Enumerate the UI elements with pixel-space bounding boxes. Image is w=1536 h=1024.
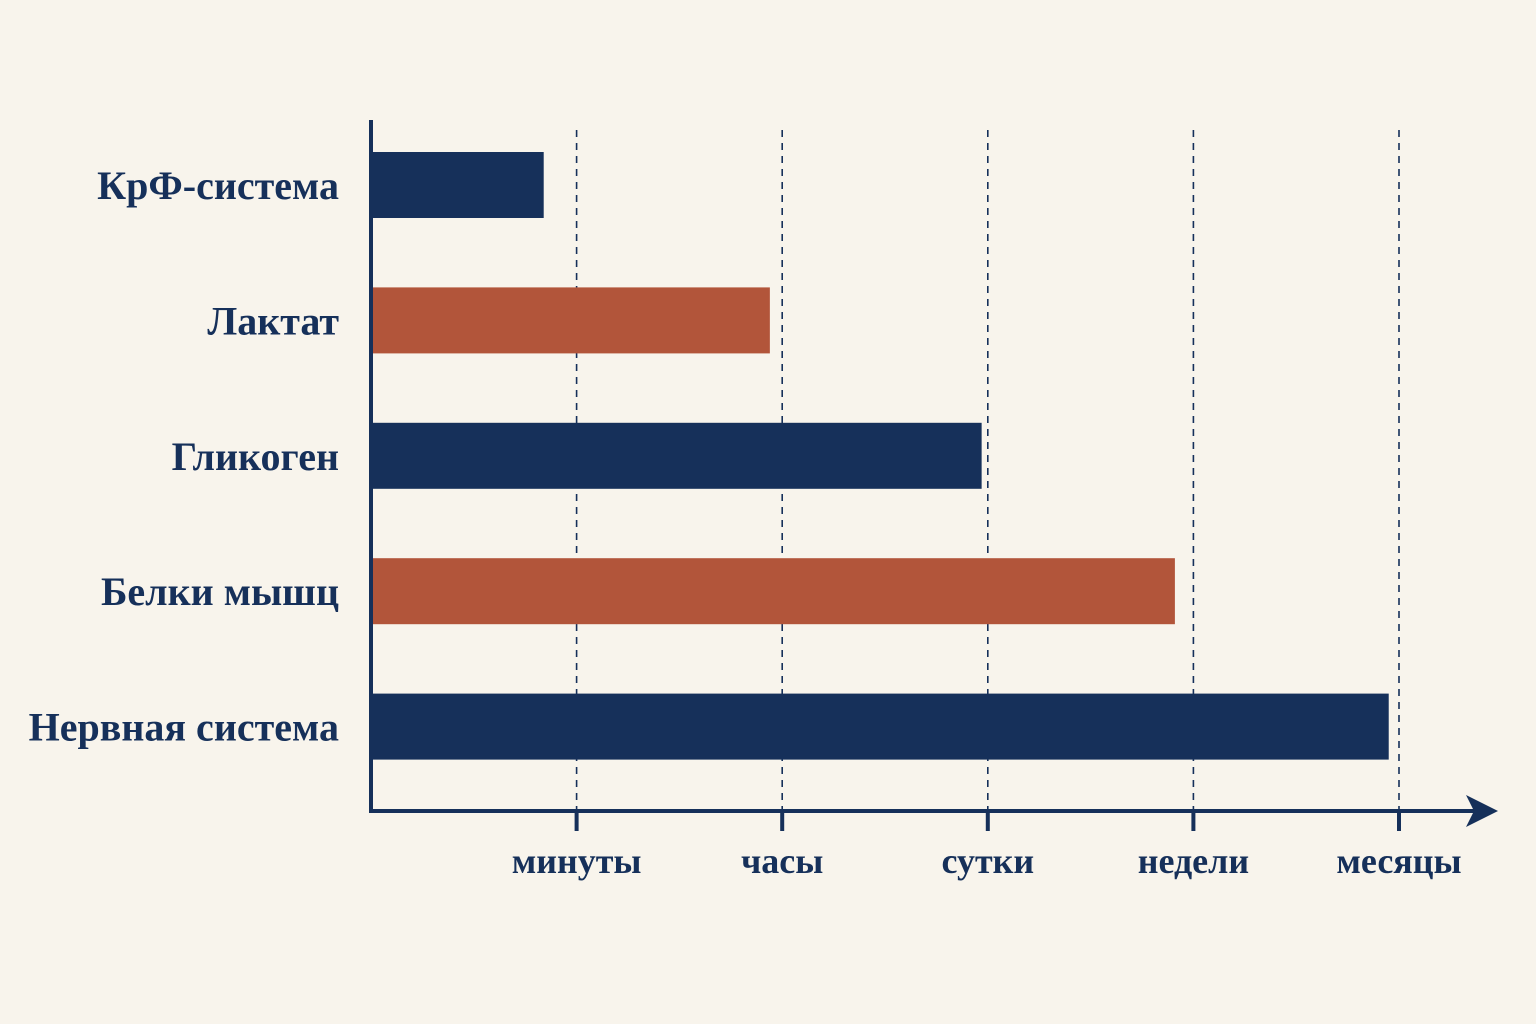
axes xyxy=(369,120,1498,827)
x-tick-label: сутки xyxy=(941,841,1034,881)
category-label: Лактат xyxy=(207,298,339,343)
bar xyxy=(371,152,544,218)
x-tick-label: часы xyxy=(741,841,823,881)
x-tick-label: недели xyxy=(1138,841,1249,881)
bar xyxy=(371,287,770,354)
category-label: Нервная система xyxy=(29,705,339,750)
x-tick-label: месяцы xyxy=(1336,841,1461,881)
bar xyxy=(371,693,1389,760)
category-label: Гликоген xyxy=(172,434,339,479)
bar xyxy=(371,558,1175,625)
x-tick-label: минуты xyxy=(512,841,642,881)
category-label: КрФ-система xyxy=(97,163,339,208)
x-ticks: минуты часы сутки недели месяцы xyxy=(512,811,1462,881)
x-axis-arrow-icon xyxy=(1466,795,1498,827)
bars xyxy=(371,152,1389,760)
bar xyxy=(371,422,982,489)
category-labels: КрФ-система Лактат Гликоген Белки мышц Нервн… xyxy=(29,163,340,750)
category-label: Белки мышц xyxy=(101,569,339,614)
